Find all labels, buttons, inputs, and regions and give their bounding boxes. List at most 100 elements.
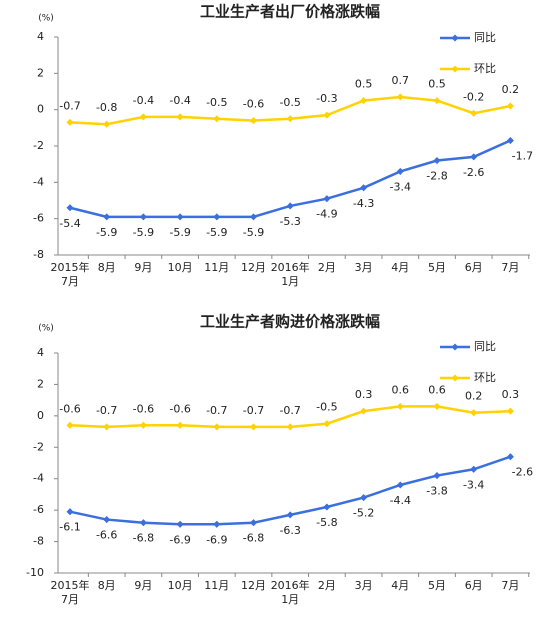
x-tick-label: 2016年 1月 [270, 579, 310, 606]
value-label: -5.4 [59, 217, 80, 230]
marker [470, 153, 478, 161]
x-tick-label: 11月 [204, 579, 230, 592]
marker [213, 115, 221, 123]
marker [360, 184, 368, 192]
marker [213, 423, 221, 431]
marker [323, 503, 331, 511]
marker [66, 508, 74, 516]
value-label: -0.5 [316, 401, 337, 414]
marker [470, 109, 478, 117]
x-tick-label: 6月 [464, 261, 483, 274]
x-tick-label: 10月 [167, 579, 193, 592]
value-label: -0.7 [96, 404, 117, 417]
marker [396, 402, 404, 410]
value-label: -6.3 [279, 524, 300, 537]
marker [360, 494, 368, 502]
marker [103, 516, 111, 524]
value-label: -6.9 [206, 533, 227, 546]
value-label: 0.2 [502, 83, 520, 96]
marker [66, 421, 74, 429]
marker [506, 453, 514, 461]
value-label: -5.9 [96, 226, 117, 239]
marker [66, 204, 74, 212]
value-label: -0.7 [279, 404, 300, 417]
value-label: -5.2 [353, 507, 374, 520]
marker [506, 102, 514, 110]
value-label: -1.7 [512, 150, 533, 163]
y-tick-label: -10 [26, 566, 44, 579]
x-tick-label: 8月 [97, 261, 116, 274]
value-label: 0.5 [355, 78, 373, 91]
y-tick-label: 2 [37, 66, 44, 79]
value-label: -0.5 [206, 96, 227, 109]
value-label: -5.3 [279, 215, 300, 228]
x-tick-label: 7月 [501, 579, 520, 592]
y-tick-label: 0 [37, 103, 44, 116]
marker [323, 195, 331, 203]
value-label: -4.4 [390, 494, 411, 507]
value-label: -4.9 [316, 208, 337, 221]
x-tick-label: 2015年 7月 [50, 261, 90, 288]
chart-title: 工业生产者出厂价格涨跌幅 [200, 3, 380, 21]
y-tick-label: -8 [33, 535, 44, 548]
value-label: 0.3 [355, 388, 373, 401]
value-label: -0.6 [133, 402, 154, 415]
chart-title: 工业生产者购进价格涨跌幅 [200, 313, 380, 331]
marker [470, 409, 478, 417]
value-label: -0.4 [169, 94, 190, 107]
x-tick-label: 9月 [134, 261, 153, 274]
y-tick-label: 4 [37, 346, 44, 359]
legend-marker [451, 34, 459, 42]
y-axis-label: (%) [38, 324, 54, 334]
x-tick-label: 10月 [167, 261, 193, 274]
marker [396, 481, 404, 489]
marker [323, 111, 331, 119]
marker [139, 213, 147, 221]
marker [433, 472, 441, 480]
value-label: -0.6 [243, 98, 264, 111]
y-axis-label: (%) [38, 14, 54, 24]
value-label: 0.7 [392, 74, 410, 87]
value-label: -0.8 [96, 101, 117, 114]
value-label: 0.6 [392, 383, 410, 396]
marker [213, 520, 221, 528]
marker [433, 402, 441, 410]
x-tick-label: 5月 [428, 261, 446, 274]
x-tick-label: 7月 [501, 261, 520, 274]
value-label: -0.7 [243, 404, 264, 417]
marker [360, 97, 368, 105]
value-label: -0.3 [316, 92, 337, 105]
legend-label: 同比 [474, 31, 496, 44]
marker [103, 423, 111, 431]
value-label: -3.4 [390, 180, 411, 193]
marker [139, 421, 147, 429]
value-label: -0.6 [169, 402, 190, 415]
x-tick-label: 12月 [241, 579, 266, 592]
marker [470, 465, 478, 473]
x-tick-label: 4月 [391, 261, 410, 274]
marker [249, 519, 258, 527]
y-tick-label: 4 [37, 30, 44, 43]
marker [506, 137, 514, 145]
value-label: -6.6 [96, 529, 117, 542]
marker [506, 407, 514, 415]
y-tick-label: 2 [37, 377, 44, 390]
x-tick-label: 8月 [97, 579, 116, 592]
marker [286, 202, 294, 210]
marker [213, 213, 221, 221]
legend-label: 环比 [474, 62, 496, 75]
value-label: -0.7 [59, 99, 80, 112]
marker [360, 407, 368, 415]
y-tick-label: -6 [33, 503, 44, 516]
value-label: -5.9 [206, 226, 227, 239]
marker [66, 118, 74, 126]
x-tick-label: 5月 [428, 579, 446, 592]
x-tick-label: 2月 [317, 261, 336, 274]
value-label: -2.6 [512, 466, 533, 479]
value-label: -6.8 [243, 532, 264, 545]
value-label: -6.9 [169, 533, 190, 546]
y-tick-label: -2 [33, 440, 44, 453]
y-tick-label: -4 [33, 472, 44, 485]
marker [176, 213, 184, 221]
